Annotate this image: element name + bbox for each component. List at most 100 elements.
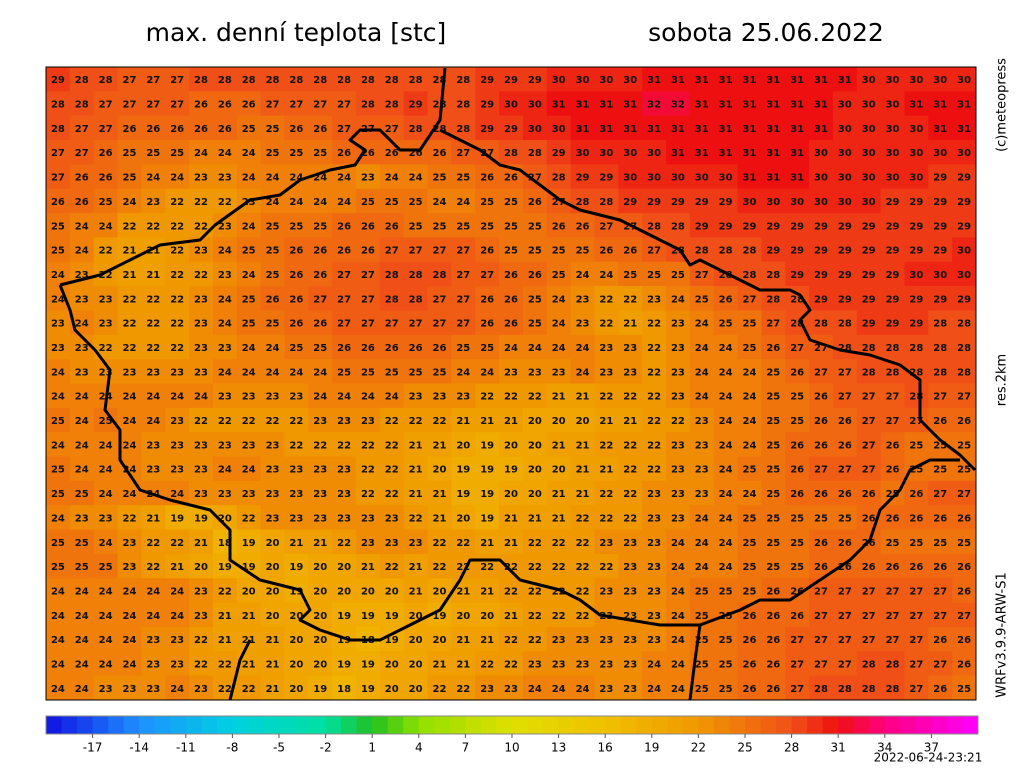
temp-label: 24 [75, 659, 89, 670]
temp-label: 22 [194, 659, 208, 670]
temp-cell [356, 529, 381, 555]
temp-label: 26 [886, 465, 900, 476]
temp-cell [403, 213, 429, 238]
temp-label: 25 [790, 562, 804, 573]
temp-label: 23 [242, 392, 256, 403]
temp-cell [785, 188, 810, 214]
temp-cell [189, 67, 214, 92]
temp-label: 24 [719, 562, 733, 573]
temp-label: 26 [909, 489, 923, 500]
temp-cell [308, 505, 333, 531]
temp-cell [260, 480, 285, 506]
temp-cell [141, 286, 166, 311]
temp-cell [856, 602, 882, 628]
temp-label: 21 [576, 465, 590, 476]
temp-label: 24 [123, 416, 137, 427]
colorbar-segment [760, 716, 777, 734]
temp-label: 32 [671, 100, 685, 111]
temp-label: 23 [170, 367, 184, 378]
temp-label: 23 [123, 367, 137, 378]
temp-label: 23 [242, 440, 256, 451]
temp-cell [904, 505, 929, 531]
grid: 29 28 28 27 27 27 28 28 28 28 28 28 28 28 28 28 28 28 29 29… [46, 67, 977, 701]
temp-label: 22 [99, 343, 113, 354]
temp-cell [46, 310, 71, 336]
temp-cell [785, 383, 810, 409]
temp-label: 31 [790, 100, 804, 111]
temp-label: 30 [814, 148, 828, 159]
temp-label: 23 [599, 684, 613, 695]
temp-label: 29 [719, 197, 733, 208]
temp-cell [69, 213, 95, 238]
colorbar-tick-label: -11 [176, 741, 196, 755]
temp-cell [785, 651, 810, 677]
temp-cell [212, 359, 238, 384]
temp-label: 23 [170, 659, 184, 670]
temp-label: 29 [886, 221, 900, 232]
temp-cell [165, 432, 190, 458]
temp-cell [952, 115, 977, 141]
temp-label: 25 [790, 538, 804, 549]
temp-label: 24 [218, 465, 232, 476]
temp-cell [618, 578, 643, 604]
temp-label: 23 [599, 635, 613, 646]
temp-cell [642, 553, 667, 579]
temp-cell [236, 407, 262, 433]
temp-cell [189, 261, 214, 287]
temp-label: 23 [647, 611, 661, 622]
temp-cell [785, 529, 810, 555]
temp-cell [832, 456, 858, 482]
temp-cell [379, 164, 405, 190]
temp-label: 21 [146, 246, 160, 257]
temp-cell [522, 529, 548, 555]
temp-label: 23 [218, 270, 232, 281]
temp-label: 25 [766, 538, 780, 549]
temp-label: 21 [123, 270, 137, 281]
temp-label: 31 [743, 148, 757, 159]
temp-label: 27 [51, 148, 65, 159]
temp-label: 28 [456, 124, 470, 135]
temp-label: 24 [123, 465, 137, 476]
temp-cell [284, 188, 309, 214]
temp-cell [451, 529, 476, 555]
temp-cell [379, 675, 405, 701]
temp-label: 22 [194, 197, 208, 208]
temp-cell [713, 188, 739, 214]
temp-label: 23 [218, 221, 232, 232]
temp-label: 23 [361, 538, 375, 549]
temp-cell [332, 140, 357, 165]
temp-label: 29 [933, 294, 947, 305]
temp-cell [594, 91, 619, 117]
temp-cell [379, 310, 405, 336]
colorbar-segment [232, 716, 249, 734]
temp-cell [928, 359, 953, 384]
temp-label: 23 [123, 562, 137, 573]
colorbar-segment [341, 716, 358, 734]
temp-label: 26 [743, 635, 757, 646]
temp-label: 29 [814, 294, 828, 305]
colorbar-segment [154, 716, 171, 734]
temp-label: 28 [409, 124, 423, 135]
temp-label: 22 [433, 684, 447, 695]
temp-cell [165, 164, 190, 190]
colorbar-tick-label: 1 [368, 741, 376, 755]
colorbar-segment [139, 716, 156, 734]
temp-label: 23 [194, 319, 208, 330]
temp-cell [284, 310, 309, 336]
temp-cell [165, 407, 190, 433]
temp-cell [856, 67, 882, 92]
temp-label: 25 [909, 538, 923, 549]
temp-label: 30 [909, 173, 923, 184]
temp-cell [904, 261, 929, 287]
temp-label: 30 [576, 148, 590, 159]
temp-cell [737, 529, 762, 555]
temp-cell [141, 115, 166, 141]
temp-label: 24 [337, 173, 351, 184]
temp-cell [189, 578, 214, 604]
temp-label: 23 [361, 416, 375, 427]
temp-label: 25 [695, 659, 709, 670]
temp-cell [856, 480, 882, 506]
temp-cell [189, 480, 214, 506]
temp-label: 26 [313, 270, 327, 281]
temp-label: 22 [385, 416, 399, 427]
